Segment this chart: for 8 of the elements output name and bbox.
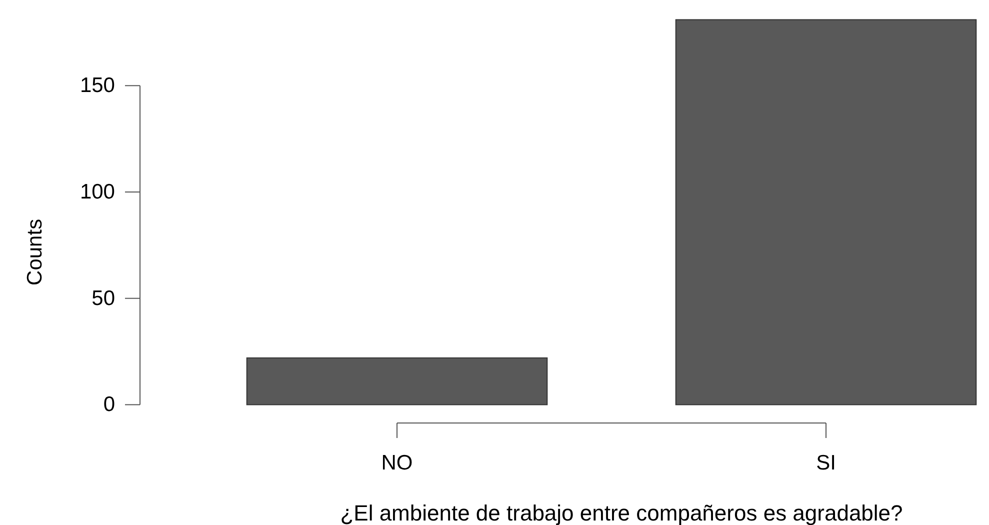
x-axis-title: ¿El ambiente de trabajo entre compañeros es agradable? — [340, 500, 903, 525]
y-tick-label: 150 — [80, 74, 115, 98]
y-tick-label: 100 — [80, 180, 115, 204]
y-axis-title: Counts — [24, 218, 46, 286]
x-tick-label: NO — [381, 452, 413, 474]
x-tick-label: SI — [816, 452, 836, 474]
y-tick-label: 0 — [103, 393, 115, 416]
y-tick-label: 50 — [92, 286, 115, 310]
